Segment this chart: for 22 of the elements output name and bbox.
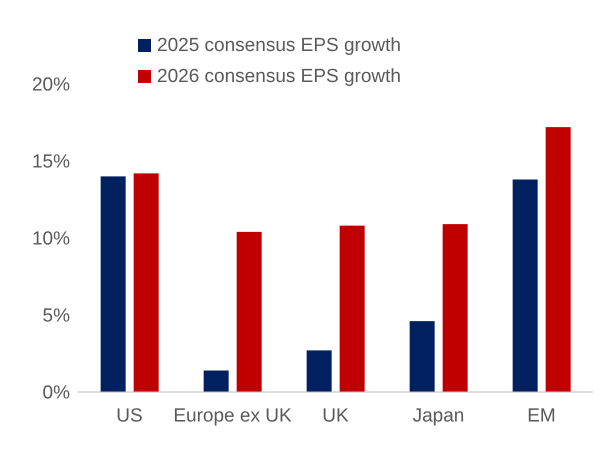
bar bbox=[204, 370, 229, 392]
bar bbox=[546, 127, 571, 392]
y-tick-label: 15% bbox=[32, 152, 70, 173]
y-tick-label: 5% bbox=[42, 306, 70, 327]
x-tick-label: Japan bbox=[412, 405, 464, 426]
x-tick-label: UK bbox=[322, 405, 350, 426]
y-tick-label: 20% bbox=[32, 74, 70, 96]
legend-label: 2025 consensus EPS growth bbox=[156, 34, 401, 58]
bar bbox=[442, 224, 468, 392]
legend-label: 2026 consensus EPS growth bbox=[156, 65, 401, 89]
bar bbox=[236, 232, 262, 392]
x-tick-label: Europe ex UK bbox=[173, 405, 292, 426]
bar bbox=[512, 179, 538, 392]
bar bbox=[134, 173, 159, 392]
y-tick-label: 0% bbox=[42, 382, 70, 404]
bar bbox=[340, 226, 365, 392]
y-tick-label: 10% bbox=[32, 228, 70, 250]
bar bbox=[100, 176, 126, 392]
x-tick-label: US bbox=[116, 405, 143, 426]
bar bbox=[306, 350, 332, 392]
bar bbox=[410, 321, 435, 392]
x-tick-label: EM bbox=[527, 405, 556, 426]
